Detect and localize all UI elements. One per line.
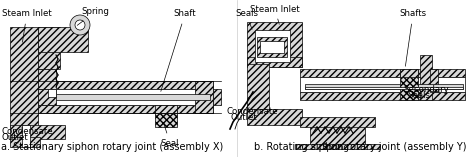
Bar: [247, 22, 302, 67]
Bar: [38, 105, 213, 113]
Bar: [260, 41, 284, 53]
Bar: [10, 27, 38, 127]
Bar: [257, 37, 287, 57]
Text: Seals: Seals: [407, 92, 430, 100]
Bar: [38, 81, 213, 89]
Bar: [38, 89, 213, 105]
Text: Outlet: Outlet: [231, 114, 258, 122]
Text: Condensate: Condensate: [227, 106, 279, 116]
Text: Spring: Spring: [321, 137, 349, 152]
Bar: [300, 69, 465, 77]
Text: Shaft: Shaft: [161, 10, 196, 91]
Circle shape: [75, 20, 85, 30]
Bar: [305, 84, 463, 89]
Text: Spring: Spring: [77, 8, 109, 25]
Text: Seal: Seal: [161, 124, 179, 147]
Bar: [213, 89, 221, 105]
Bar: [22, 125, 30, 147]
Text: a. Stationary siphon rotary joint (assembly X): a. Stationary siphon rotary joint (assem…: [1, 142, 223, 152]
Bar: [247, 109, 302, 125]
Text: Shafts: Shafts: [400, 10, 427, 66]
Bar: [255, 30, 290, 62]
Text: Steam Inlet: Steam Inlet: [250, 5, 300, 24]
Text: Seals: Seals: [235, 10, 258, 29]
Text: Outlet: Outlet: [2, 133, 29, 141]
Bar: [247, 57, 302, 67]
Circle shape: [70, 15, 90, 35]
Bar: [38, 69, 56, 89]
Bar: [38, 27, 88, 52]
Text: Steam Inlet: Steam Inlet: [2, 10, 52, 42]
Bar: [305, 87, 463, 89]
Bar: [430, 69, 438, 92]
Bar: [195, 81, 213, 113]
Bar: [300, 92, 465, 100]
Text: Condensate: Condensate: [2, 127, 54, 135]
Bar: [48, 89, 56, 97]
Bar: [155, 105, 177, 113]
Bar: [310, 122, 365, 147]
Text: b. Rotating siphon rotary joint (assembly Y): b. Rotating siphon rotary joint (assembl…: [254, 142, 466, 152]
Bar: [38, 89, 56, 105]
Bar: [420, 55, 432, 100]
Bar: [300, 117, 375, 127]
Bar: [400, 70, 418, 100]
Bar: [10, 125, 65, 139]
Bar: [300, 77, 465, 92]
Bar: [10, 137, 40, 147]
Bar: [38, 27, 60, 69]
Bar: [400, 69, 418, 77]
Text: Secondary: Secondary: [403, 84, 449, 94]
Bar: [295, 144, 380, 149]
Bar: [50, 94, 210, 100]
Bar: [247, 64, 269, 112]
Bar: [155, 111, 177, 127]
